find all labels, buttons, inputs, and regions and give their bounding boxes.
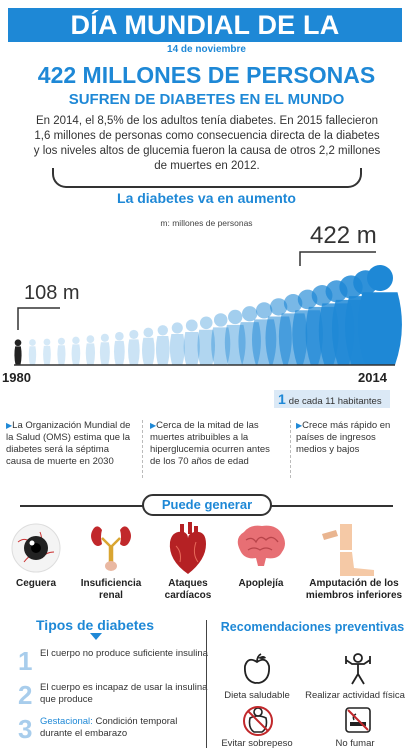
growth-chart	[14, 251, 402, 366]
person-figure	[28, 339, 37, 365]
person-figure	[197, 316, 216, 365]
person-figure	[85, 335, 96, 365]
start-value-label: 108 m	[24, 282, 80, 304]
start-leader-line	[17, 307, 60, 330]
recommendation-label: Realizar actividad física	[305, 690, 405, 701]
brain-icon	[237, 525, 285, 566]
type-text: El cuerpo no produce suficiente insulina	[40, 648, 208, 659]
recommendation-label: Dieta saludable	[224, 690, 290, 701]
types-title: Tipos de diabetes	[36, 617, 154, 633]
fact-3: ▶Crece más rápido en países de ingresos …	[296, 420, 391, 455]
ratio-number: 1	[278, 391, 286, 407]
consequences-title: Puede generar	[142, 494, 272, 516]
exercise-icon	[345, 653, 371, 685]
end-leader-line	[299, 251, 376, 266]
end-value-label: 422 m	[310, 222, 377, 249]
figure-2014	[358, 265, 402, 365]
intro-text: En 2014, el 8,5% de los adultos tenía di…	[33, 115, 381, 172]
triangle-right-icon: ▶	[150, 421, 157, 430]
person-figure	[155, 325, 170, 365]
figure-1980	[14, 339, 22, 365]
intro-bracket	[52, 168, 362, 188]
consequence-label: Amputación de los miembros inferiores	[305, 578, 403, 601]
triangle-right-icon: ▶	[6, 421, 13, 430]
consequence-label: Insuficiencia renal	[80, 578, 142, 601]
recommendation-label: No fumar	[335, 738, 375, 749]
growth-title: La diabetes va en aumento	[117, 190, 296, 206]
end-year: 2014	[358, 370, 387, 385]
type-number: 1	[18, 646, 33, 676]
no-smoking-icon	[345, 707, 371, 733]
person-figure	[128, 329, 140, 365]
date-subtitle: 14 de noviembre	[167, 44, 246, 55]
fact-separator	[142, 420, 143, 478]
type-number: 3	[18, 714, 33, 744]
ratio-badge: 1 de cada 11 habitantes	[274, 390, 390, 408]
person-figure	[113, 331, 125, 365]
person-figure	[211, 313, 231, 365]
recommendation-label: Evitar sobrepeso	[221, 738, 293, 749]
type-number: 2	[18, 680, 33, 710]
heart-icon	[169, 522, 206, 574]
chevron-down-icon	[90, 633, 102, 640]
column-divider	[206, 620, 207, 748]
ratio-text: de cada 11 habitantes	[288, 396, 382, 407]
apple-icon	[243, 653, 271, 684]
leg-icon	[322, 524, 374, 576]
growth-legend: m: millones de personas	[160, 218, 253, 228]
person-figure	[57, 337, 66, 365]
header: DÍA MUNDIAL DE LA DIABETES 14 de noviemb…	[0, 4, 413, 74]
type-text: El cuerpo es incapaz de usar la insulina…	[40, 682, 208, 705]
person-figure	[183, 319, 200, 365]
no-overweight-icon	[243, 706, 273, 736]
triangle-right-icon: ▶	[296, 421, 303, 430]
type-bold: Gestacional:	[40, 716, 93, 727]
person-figure	[224, 309, 246, 365]
eye-icon	[11, 523, 61, 573]
consequence-label: Apoplejía	[238, 578, 284, 589]
fact-1: ▶La Organización Mundial de la Salud (OM…	[6, 420, 131, 467]
consequence-label: Ataques cardíacos	[164, 578, 212, 601]
page-title: DÍA MUNDIAL DE LA DIABETES	[8, 8, 402, 74]
fact-2: ▶Cerca de la mitad de las muertes atribu…	[150, 420, 270, 467]
person-figure	[238, 306, 261, 365]
start-year: 1980	[2, 370, 31, 385]
person-figure	[99, 333, 110, 365]
headline-sub: SUFREN DE DIABETES EN EL MUNDO	[68, 91, 345, 108]
person-figure	[43, 338, 51, 365]
type-text: Gestacional: Condición temporal durante …	[40, 716, 178, 739]
fact-separator	[290, 420, 291, 478]
recommendations-title: Recomendaciones preventivas	[220, 620, 405, 634]
kidney-icon	[91, 526, 131, 571]
person-figure	[142, 327, 155, 365]
headline-number: 422 MILLONES DE PERSONAS	[37, 62, 376, 88]
person-figure	[71, 336, 81, 365]
person-figure	[169, 322, 185, 365]
consequence-label: Ceguera	[15, 578, 56, 589]
